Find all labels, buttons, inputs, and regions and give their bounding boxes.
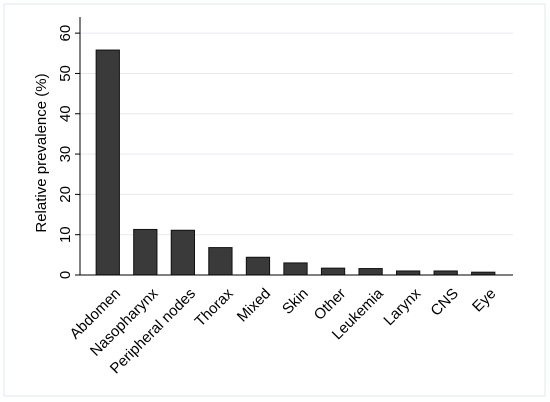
y-tick-label: 30 [57,146,74,163]
bar [95,49,120,276]
bar [208,247,233,276]
bar [395,270,421,276]
bar [133,228,158,276]
y-tick-label: 40 [57,105,74,122]
y-tick-label: 50 [57,65,74,82]
bar [320,267,346,276]
bar [245,256,271,276]
bar [358,268,383,276]
chart-frame [3,3,546,397]
y-tick-label: 0 [57,271,74,279]
y-tick-label: 60 [57,25,74,42]
bar [170,229,196,276]
bar [283,262,308,276]
bar [433,270,458,276]
y-axis-title: Relative prevalence (%) [33,73,50,232]
y-tick-label: 20 [57,186,74,203]
y-tick-label: 10 [57,226,74,243]
